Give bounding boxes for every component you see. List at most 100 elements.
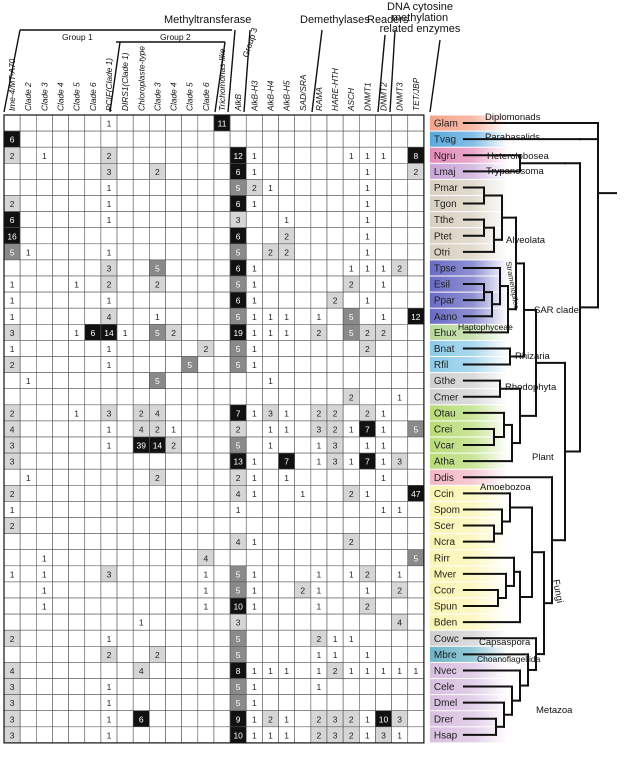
heatmap-cell	[116, 549, 134, 567]
heatmap-cell	[165, 195, 182, 212]
cell-value: 1	[284, 424, 289, 434]
heatmap-cell	[100, 517, 118, 534]
cell-value: 4	[236, 537, 241, 547]
heatmap-cell	[3, 597, 21, 615]
heatmap-cell	[84, 517, 102, 534]
heatmap-cell	[165, 372, 182, 390]
cell-value: 3	[107, 569, 112, 579]
heatmap-cell	[35, 629, 53, 647]
heatmap-cell	[19, 726, 37, 744]
cell-value: 3	[10, 328, 15, 338]
cell-value: 1	[107, 119, 112, 129]
heatmap-cell	[197, 662, 215, 679]
heatmap-cell	[310, 388, 328, 406]
heatmap-cell	[181, 484, 199, 502]
heatmap-cell	[68, 291, 86, 309]
heatmap-cell	[181, 710, 199, 728]
heatmap-cell	[294, 195, 312, 212]
heatmap-cell	[52, 404, 69, 422]
heatmap-cell	[35, 726, 53, 744]
heatmap-cell	[52, 645, 69, 663]
cell-value: 2	[155, 424, 160, 434]
heatmap-cell	[100, 549, 118, 567]
heatmap-cell	[213, 195, 231, 212]
clade-label-rhodophyta: Rhodophyta	[505, 382, 557, 393]
heatmap-cell	[132, 211, 150, 229]
cell-value: 1	[381, 666, 386, 676]
heatmap-cell	[391, 275, 409, 293]
heatmap-cell	[181, 114, 199, 132]
heatmap-cell	[407, 678, 425, 695]
cell-value: 2	[349, 280, 354, 290]
cell-value: 1	[268, 424, 273, 434]
cell-value: 2	[155, 280, 160, 290]
cell-value: 1	[107, 344, 112, 354]
heatmap-cell	[35, 436, 53, 454]
heatmap-cell	[197, 629, 215, 647]
heatmap-cell	[375, 388, 392, 406]
species-label: Rirr	[434, 553, 451, 564]
heatmap-cell	[116, 581, 134, 599]
heatmap-cell	[19, 549, 37, 567]
heatmap-cell	[391, 307, 409, 325]
heatmap-cell	[84, 243, 102, 261]
column-label: Clade 4	[169, 82, 179, 111]
cell-value: 1	[204, 569, 209, 579]
heatmap-cell	[132, 726, 150, 744]
heatmap-cell	[294, 468, 312, 486]
heatmap-cell	[181, 468, 199, 486]
heatmap-cell	[294, 726, 312, 744]
cell-value: 2	[349, 489, 354, 499]
heatmap-cell	[213, 179, 231, 196]
heatmap-cell	[391, 227, 409, 245]
column-label: Clade 2	[23, 82, 33, 111]
heatmap-cell	[213, 404, 231, 422]
heatmap-cell	[181, 581, 199, 599]
heatmap-cell	[375, 291, 392, 309]
heatmap-cell	[84, 678, 102, 695]
heatmap-cell	[375, 163, 392, 180]
bracket-line	[377, 34, 386, 113]
cell-value: 2	[204, 344, 209, 354]
cell-value: 4	[139, 666, 144, 676]
heatmap-cell	[310, 501, 328, 518]
heatmap-cell	[391, 340, 409, 357]
species-label: Otri	[434, 247, 450, 258]
heatmap-cell	[262, 484, 279, 502]
heatmap-cell	[262, 597, 279, 615]
heatmap-cell	[181, 645, 199, 663]
heatmap-cell	[19, 420, 37, 438]
heatmap-cell	[165, 517, 182, 534]
heatmap-cell	[52, 468, 69, 486]
cell-value: 1	[268, 730, 273, 740]
heatmap-cell	[375, 549, 392, 567]
cell-value: 1	[381, 408, 386, 418]
cell-value: 1	[252, 457, 257, 467]
species-label: Cele	[434, 682, 455, 693]
heatmap-cell	[407, 629, 425, 647]
heatmap-cell	[342, 179, 360, 196]
heatmap-cell	[116, 243, 134, 261]
heatmap-cell	[294, 597, 312, 615]
heatmap-cell	[294, 694, 312, 711]
cell-value: 3	[397, 714, 402, 724]
heatmap-cell	[245, 517, 263, 534]
heatmap-cell	[19, 211, 37, 229]
heatmap-cell	[342, 597, 360, 615]
cell-value: 2	[155, 167, 160, 177]
heatmap-cell	[391, 484, 409, 502]
heatmap-cell	[52, 629, 69, 647]
cell-value: 1	[252, 698, 257, 708]
cell-value: 1	[107, 183, 112, 193]
heatmap-cell	[3, 114, 21, 132]
heatmap-cell	[294, 114, 312, 132]
heatmap-cell	[165, 533, 182, 550]
heatmap-cell	[165, 452, 182, 470]
heatmap-cell	[391, 517, 409, 534]
heatmap-cell	[342, 549, 360, 567]
heatmap-cell	[197, 678, 215, 695]
heatmap-cell	[68, 436, 86, 454]
heatmap-cell	[84, 710, 102, 728]
heatmap-cell	[116, 533, 134, 550]
species-label: Cowc	[434, 634, 459, 645]
